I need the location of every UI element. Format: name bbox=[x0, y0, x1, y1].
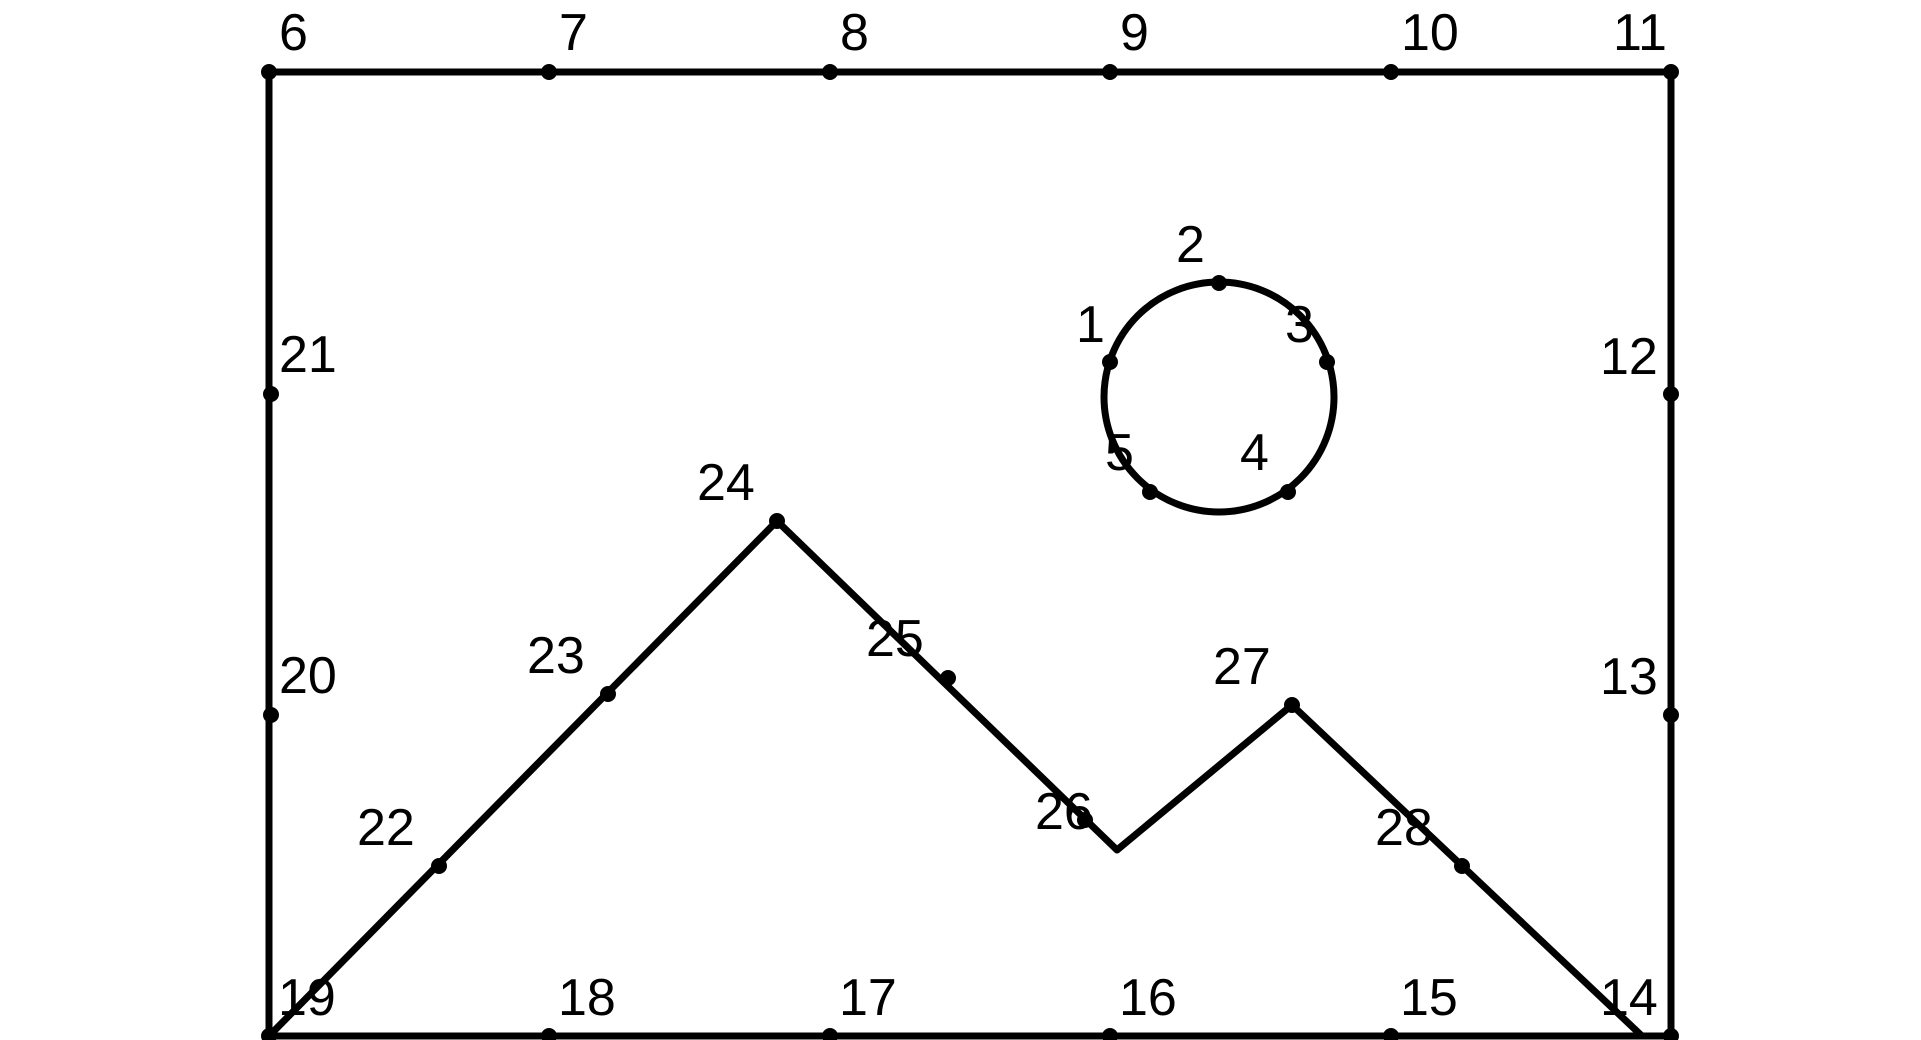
point-18-number: 18 bbox=[558, 969, 616, 1027]
point-18-dot bbox=[541, 1028, 557, 1040]
point-2-dot bbox=[1211, 275, 1227, 291]
point-1-number: 1 bbox=[1076, 296, 1105, 354]
point-8-number: 8 bbox=[840, 4, 869, 62]
point-17-dot bbox=[822, 1028, 838, 1040]
point-26-dot bbox=[1077, 812, 1093, 828]
point-9-number: 9 bbox=[1120, 4, 1149, 62]
point-23-number: 23 bbox=[527, 627, 585, 685]
point-5-number: 5 bbox=[1105, 424, 1134, 482]
point-28-number: 28 bbox=[1375, 799, 1433, 857]
point-21-number: 21 bbox=[279, 326, 337, 384]
point-14-number: 14 bbox=[1600, 969, 1658, 1027]
mountain-outline bbox=[267, 517, 1646, 1040]
line-layer bbox=[265, 68, 1675, 1040]
point-3-dot bbox=[1319, 354, 1335, 370]
point-dots bbox=[261, 64, 1679, 1040]
point-13-dot bbox=[1663, 707, 1679, 723]
point-7-number: 7 bbox=[559, 4, 588, 62]
point-19-dot bbox=[261, 1028, 277, 1040]
point-10-dot bbox=[1383, 64, 1399, 80]
picture-frame-outline bbox=[265, 68, 1675, 1040]
point-19-number: 19 bbox=[278, 969, 336, 1027]
point-15-dot bbox=[1383, 1028, 1399, 1040]
point-15-number: 15 bbox=[1400, 969, 1458, 1027]
point-23-dot bbox=[600, 686, 616, 702]
point-25-dot bbox=[940, 670, 956, 686]
point-25-number: 25 bbox=[866, 610, 924, 668]
point-12-number: 12 bbox=[1600, 328, 1658, 386]
point-numbers: 1 2 3 4 5 6 7 8 9 10 11 12 13 14 15 16 1… bbox=[278, 4, 1667, 1027]
point-4-number: 4 bbox=[1240, 424, 1269, 482]
point-1-dot bbox=[1102, 354, 1118, 370]
point-27-number: 27 bbox=[1213, 638, 1271, 696]
point-28-dot bbox=[1454, 858, 1470, 874]
point-6-dot bbox=[261, 64, 277, 80]
point-24-number: 24 bbox=[697, 454, 755, 512]
point-7-dot bbox=[541, 64, 557, 80]
point-21-dot bbox=[263, 386, 279, 402]
point-11-dot bbox=[1663, 64, 1679, 80]
point-2-number: 2 bbox=[1176, 216, 1205, 274]
point-24-dot bbox=[769, 513, 785, 529]
point-10-number: 10 bbox=[1401, 4, 1459, 62]
point-3-number: 3 bbox=[1285, 296, 1314, 354]
point-26-number: 26 bbox=[1035, 783, 1093, 841]
point-20-dot bbox=[263, 707, 279, 723]
point-6-number: 6 bbox=[279, 4, 308, 62]
point-4-dot bbox=[1280, 484, 1296, 500]
point-20-number: 20 bbox=[279, 647, 337, 705]
point-22-number: 22 bbox=[357, 799, 415, 857]
point-27-dot bbox=[1284, 697, 1300, 713]
point-22-dot bbox=[431, 858, 447, 874]
point-8-dot bbox=[822, 64, 838, 80]
point-16-number: 16 bbox=[1119, 969, 1177, 1027]
point-17-number: 17 bbox=[839, 969, 897, 1027]
point-14-dot bbox=[1663, 1028, 1679, 1040]
point-11-number: 11 bbox=[1613, 4, 1667, 62]
point-12-dot bbox=[1663, 386, 1679, 402]
point-13-number: 13 bbox=[1600, 648, 1658, 706]
point-16-dot bbox=[1102, 1028, 1118, 1040]
point-5-dot bbox=[1142, 484, 1158, 500]
point-9-dot bbox=[1102, 64, 1118, 80]
